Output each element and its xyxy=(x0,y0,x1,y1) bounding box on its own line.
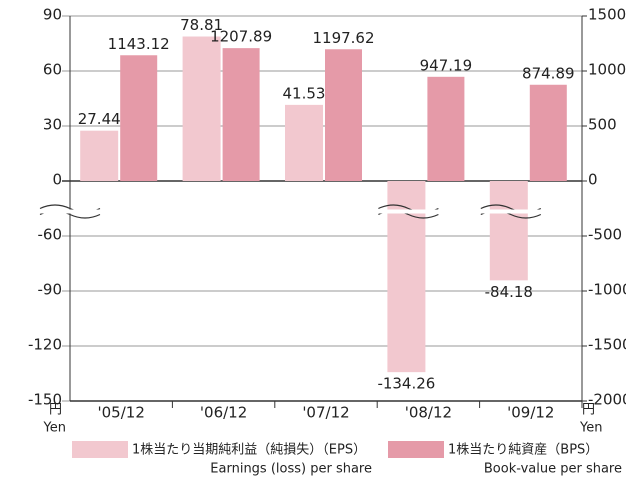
y2-unit: 円 xyxy=(582,403,595,418)
y-tick-label: 30 xyxy=(43,116,62,134)
y2-unit-en: Yen xyxy=(579,421,602,436)
axis-break-gap xyxy=(40,209,100,214)
value-label: 78.81 xyxy=(180,16,223,34)
bar xyxy=(529,84,567,181)
legend-swatch xyxy=(388,441,444,458)
value-label: 41.53 xyxy=(283,84,326,102)
y-tick-label: -120 xyxy=(28,336,62,354)
value-label: 874.89 xyxy=(522,64,575,82)
bar xyxy=(427,76,465,181)
y2-tick-label: 0 xyxy=(588,171,598,189)
y2-tick-label: 500 xyxy=(588,116,617,134)
x-tick-label: '05/12 xyxy=(98,404,145,422)
y-unit-en: Yen xyxy=(43,421,66,436)
y-tick-label: 60 xyxy=(43,61,62,79)
y-tick-label: 0 xyxy=(52,171,62,189)
legend-swatch xyxy=(72,441,128,458)
bar xyxy=(222,48,260,182)
y-tick-label: -150 xyxy=(28,391,62,409)
bar xyxy=(285,104,323,181)
legend-label: 1株当たり当期純利益（純損失）（EPS） xyxy=(132,443,366,458)
bar xyxy=(182,36,221,181)
y-unit: 円 xyxy=(49,403,62,418)
x-tick-label: '06/12 xyxy=(200,404,247,422)
value-label: -84.18 xyxy=(485,283,533,301)
y-tick-label: -60 xyxy=(38,226,63,244)
y2-tick-label: -1000 xyxy=(588,281,626,299)
y-tick-label: 90 xyxy=(43,6,62,24)
bar xyxy=(325,49,362,182)
value-label: 27.44 xyxy=(78,110,121,128)
y2-tick-label: 1000 xyxy=(588,61,626,79)
axis-break-gap xyxy=(480,209,541,214)
value-label: 1197.62 xyxy=(312,29,374,47)
x-tick-label: '08/12 xyxy=(405,404,452,422)
x-tick-label: '09/12 xyxy=(507,404,554,422)
bar xyxy=(120,55,158,181)
value-label: 1143.12 xyxy=(108,35,170,53)
y2-tick-label: -500 xyxy=(588,226,622,244)
y2-tick-label: -2000 xyxy=(588,391,626,409)
legend-label: 1株当たり純資産（BPS） xyxy=(448,442,598,458)
y2-tick-label: 1500 xyxy=(588,6,626,24)
legend-label-en: Book-value per share xyxy=(484,462,622,477)
value-label: 947.19 xyxy=(420,56,473,74)
bar xyxy=(80,130,119,181)
value-label: 1207.89 xyxy=(210,28,272,46)
bar xyxy=(489,181,528,281)
value-label: -134.26 xyxy=(377,375,435,393)
y-tick-label: -90 xyxy=(38,281,63,299)
axis-break-gap xyxy=(378,209,439,214)
x-tick-label: '07/12 xyxy=(302,404,349,422)
y2-tick-label: -1500 xyxy=(588,336,626,354)
legend-label-en: Earnings (loss) per share xyxy=(210,462,372,477)
